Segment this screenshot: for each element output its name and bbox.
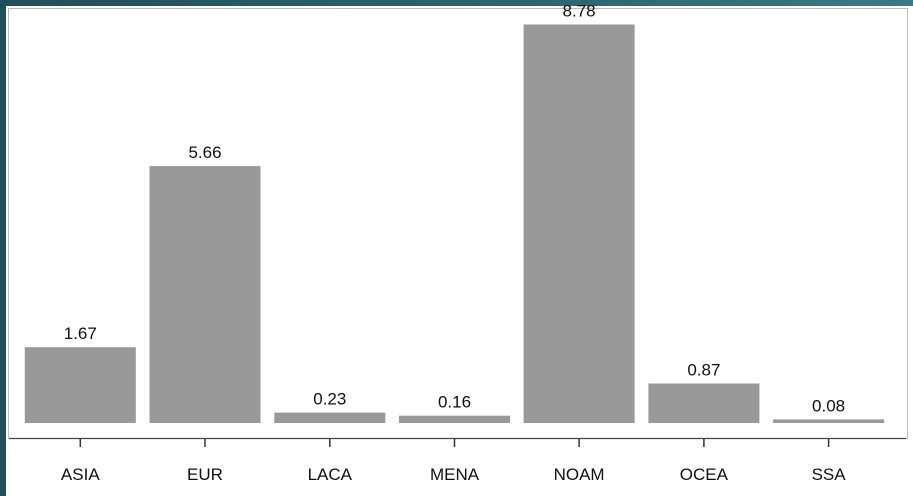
- value-label-mena: 0.16: [438, 393, 471, 412]
- x-tick-label-asia: ASIA: [61, 465, 100, 484]
- bar-ssa: [773, 419, 885, 423]
- bar-noam: [523, 24, 635, 423]
- value-label-ocea: 0.87: [687, 361, 720, 380]
- x-tick-label-laca: LACA: [308, 465, 353, 484]
- value-label-laca: 0.23: [313, 390, 346, 409]
- value-label-eur: 5.66: [188, 143, 221, 162]
- x-tick-label-noam: NOAM: [554, 465, 605, 484]
- x-tick-label-ssa: SSA: [812, 465, 847, 484]
- bar-eur: [149, 166, 261, 423]
- bar-ocea: [648, 383, 760, 423]
- value-label-ssa: 0.08: [812, 396, 845, 415]
- x-ticks-group: [79, 439, 830, 447]
- x-tick-label-ocea: OCEA: [680, 465, 729, 484]
- x-tick-label-mena: MENA: [430, 465, 480, 484]
- x-tick-labels-group: ASIA EUR LACA MENA NOAM OCEA SSA: [61, 465, 846, 484]
- bar-mena: [399, 415, 510, 423]
- bar-laca: [274, 412, 386, 423]
- x-tick-label-eur: EUR: [187, 465, 223, 484]
- plot-border: [8, 8, 908, 439]
- bars-group: [24, 24, 885, 423]
- value-label-asia: 1.67: [64, 324, 97, 343]
- value-labels-group: 1.67 5.66 0.23 0.16 8.78 0.87 0.08: [64, 2, 845, 416]
- bar-asia: [24, 347, 136, 423]
- frame-top-edge: [0, 0, 913, 6]
- frame-left-edge: [0, 0, 6, 496]
- value-label-noam: 8.78: [563, 2, 596, 21]
